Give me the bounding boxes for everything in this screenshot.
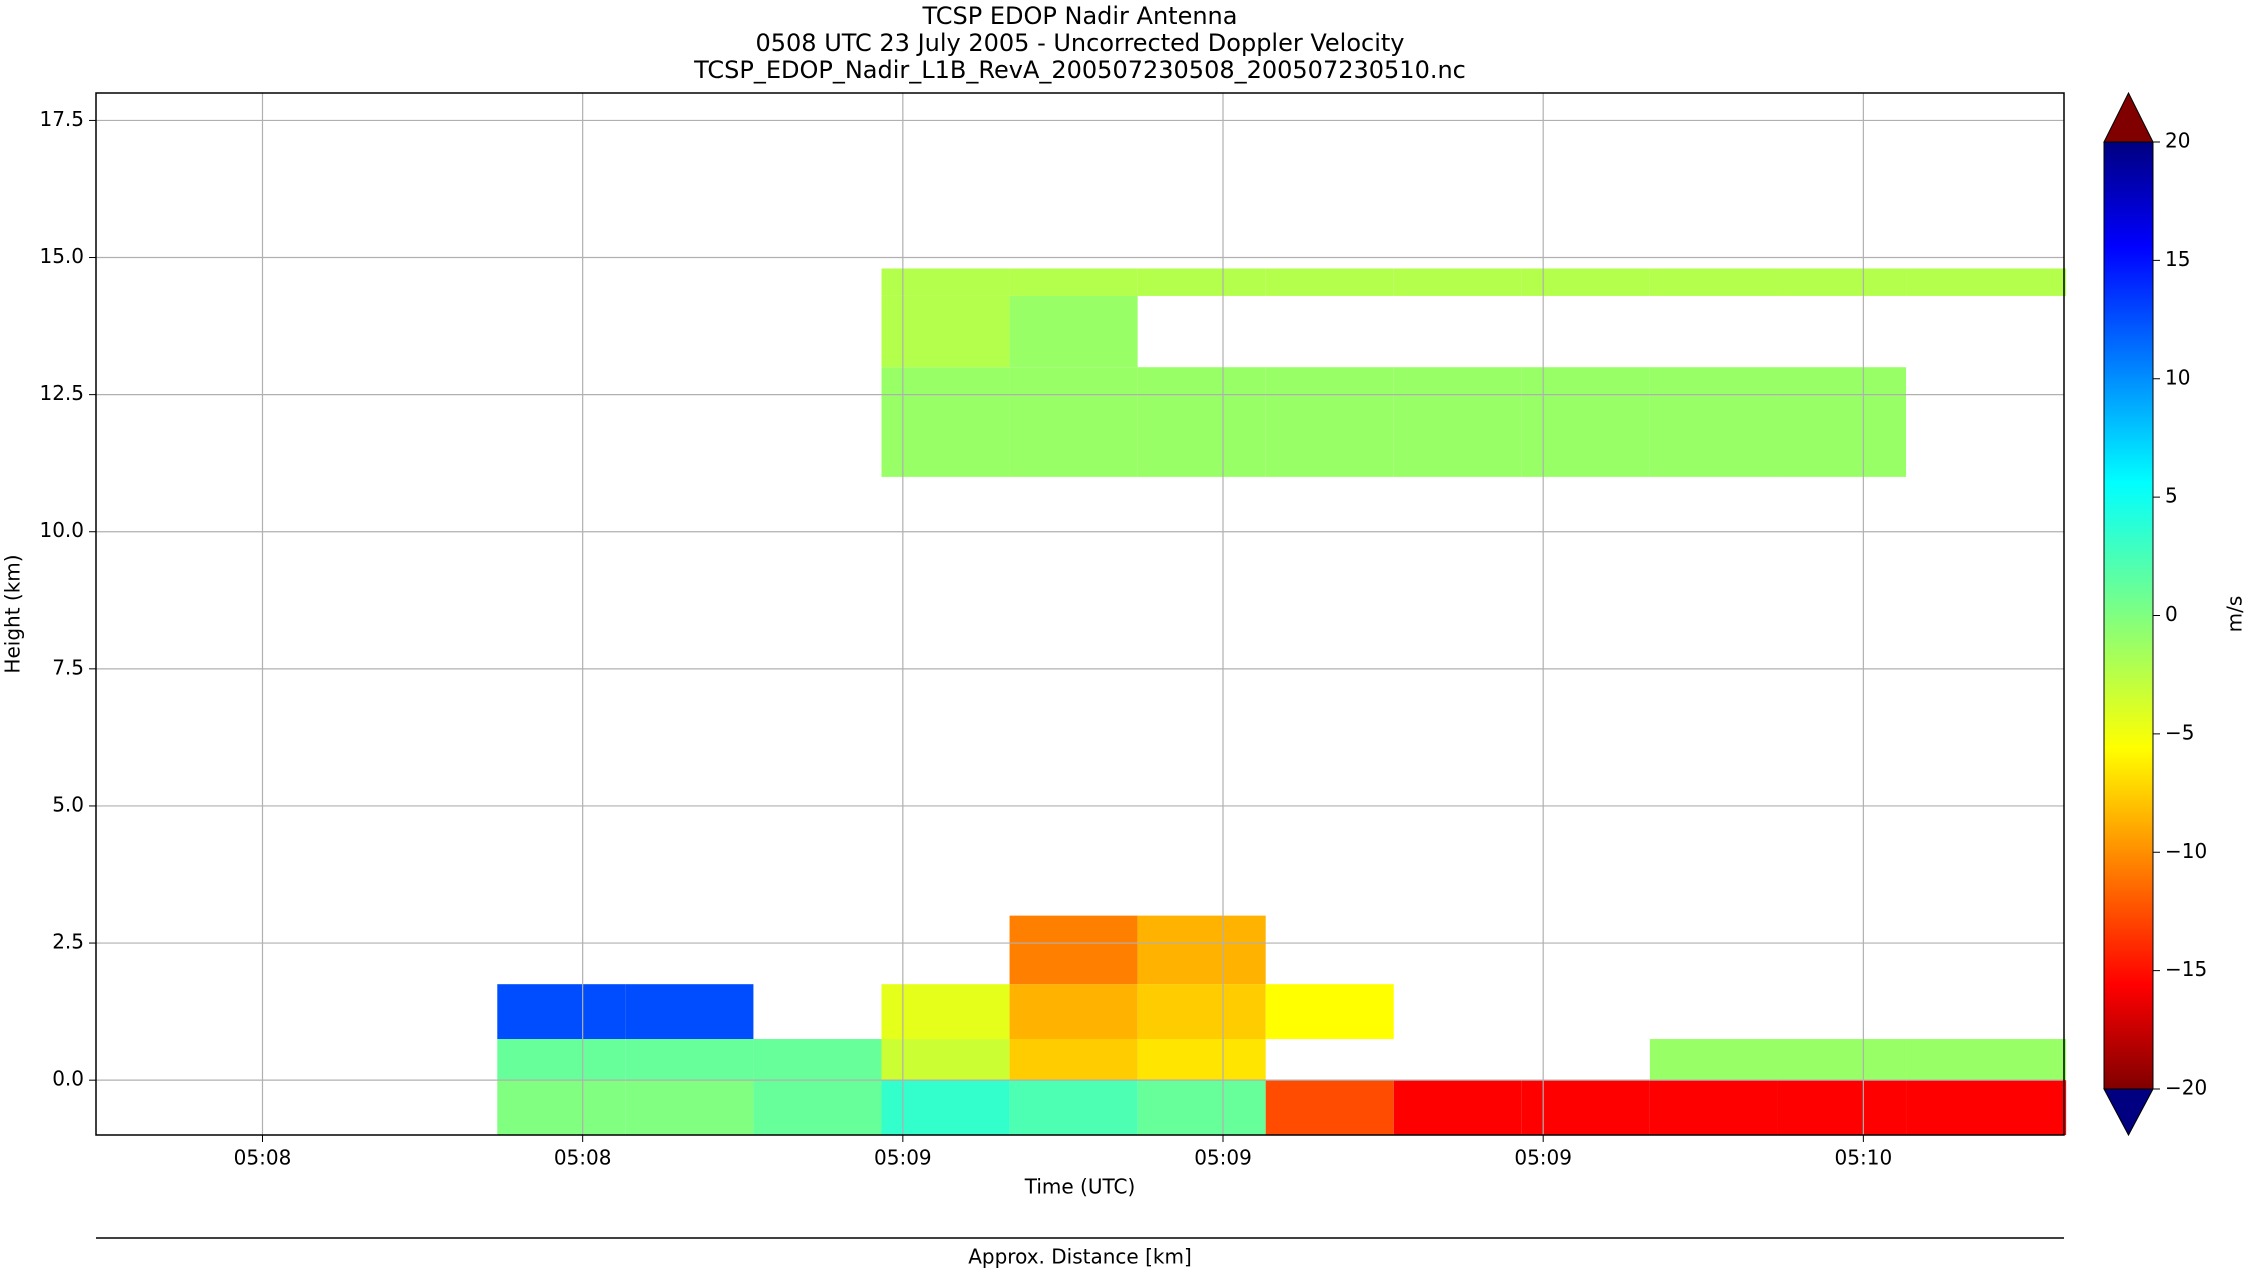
cell xyxy=(1393,1080,1522,1135)
colorbar-label: m/s xyxy=(2223,596,2247,633)
colorbar-tick-label: 10 xyxy=(2165,365,2190,389)
colorbar-under xyxy=(2103,1088,2154,1137)
cell xyxy=(625,1039,754,1081)
title-line: TCSP EDOP Nadir Antenna xyxy=(922,2,1238,30)
cell xyxy=(1009,268,1138,296)
cell xyxy=(753,1080,882,1135)
cell xyxy=(1777,1039,1907,1081)
cell xyxy=(881,1080,1010,1135)
cell xyxy=(753,1039,882,1081)
colorbar-over xyxy=(2103,91,2154,143)
y-tick-label: 17.5 xyxy=(39,107,84,131)
cell xyxy=(881,1039,1010,1081)
cell xyxy=(1393,268,1522,296)
x-tick-label: 05:09 xyxy=(1514,1146,1572,1170)
cell xyxy=(1137,1039,1266,1081)
cell xyxy=(881,367,1010,477)
x2-axis-label: Approx. Distance [km] xyxy=(968,1245,1192,1269)
y-tick-label: 2.5 xyxy=(52,930,84,954)
cell xyxy=(881,984,1010,1040)
cell xyxy=(1906,268,2067,296)
cell xyxy=(1137,268,1266,296)
cell xyxy=(1009,984,1138,1040)
cell xyxy=(1906,1039,2067,1081)
x-axis-label: Time (UTC) xyxy=(1024,1175,1136,1199)
cell xyxy=(1521,367,1650,477)
cell xyxy=(1137,1080,1266,1135)
y-tick-label: 0.0 xyxy=(52,1067,84,1091)
cell xyxy=(1265,367,1394,477)
cell xyxy=(1649,1080,1778,1135)
x-tick-label: 05:08 xyxy=(234,1146,292,1170)
cell xyxy=(1521,268,1650,296)
y-tick-label: 7.5 xyxy=(52,655,84,679)
cell xyxy=(1393,367,1522,477)
cell xyxy=(1137,984,1266,1040)
cell xyxy=(497,984,626,1040)
cells xyxy=(497,268,2067,1135)
y-tick-label: 15.0 xyxy=(39,244,84,268)
cell xyxy=(1777,1080,1907,1135)
x-tick-label: 05:10 xyxy=(1835,1146,1893,1170)
cell xyxy=(497,1039,626,1081)
cell xyxy=(1009,1039,1138,1081)
y-tick-label: 12.5 xyxy=(39,381,84,405)
cell xyxy=(1649,268,1778,296)
grid xyxy=(96,93,2064,1135)
cell xyxy=(1137,367,1266,477)
cell xyxy=(1777,268,1907,296)
cell xyxy=(1906,1080,2067,1135)
x-tick-label: 05:09 xyxy=(1194,1146,1252,1170)
colorbar-tick-label: 15 xyxy=(2165,247,2190,271)
cell xyxy=(1265,1080,1394,1135)
y-tick-label: 5.0 xyxy=(52,792,84,816)
colorbar-tick-label: −5 xyxy=(2165,720,2194,744)
y-axis-label: Height (km) xyxy=(1,554,25,673)
title-line: 0508 UTC 23 July 2005 - Uncorrected Dopp… xyxy=(755,29,1404,57)
colorbar-tick-label: −15 xyxy=(2165,957,2207,981)
cell xyxy=(881,268,1010,296)
cell xyxy=(1009,1080,1138,1135)
cell xyxy=(1777,367,1907,477)
colorbar-tick-label: −20 xyxy=(2165,1076,2207,1100)
cell xyxy=(497,1080,626,1135)
x-tick-label: 05:08 xyxy=(554,1146,612,1170)
colorbar-tick-label: 20 xyxy=(2165,129,2190,153)
x-tick-label: 05:09 xyxy=(874,1146,932,1170)
colorbar xyxy=(2103,141,2154,1090)
plot-frame xyxy=(95,92,2065,1136)
cell xyxy=(1265,268,1394,296)
cell xyxy=(625,984,754,1040)
cell xyxy=(1009,367,1138,477)
colorbar-tick-label: 5 xyxy=(2165,484,2178,508)
title-line: TCSP_EDOP_Nadir_L1B_RevA_200507230508_20… xyxy=(693,56,1466,84)
colorbar-tick-label: 0 xyxy=(2165,602,2178,626)
y-tick-label: 10.0 xyxy=(39,518,84,542)
cell xyxy=(1521,1080,1650,1135)
cell xyxy=(1649,1039,1778,1081)
cell xyxy=(1649,367,1778,477)
colorbar-tick-label: −10 xyxy=(2165,839,2207,863)
cell xyxy=(1009,915,1138,985)
cell xyxy=(881,295,1010,368)
cell xyxy=(1265,984,1394,1040)
cell xyxy=(1137,915,1266,985)
cell xyxy=(625,1080,754,1135)
cell xyxy=(1009,295,1138,368)
